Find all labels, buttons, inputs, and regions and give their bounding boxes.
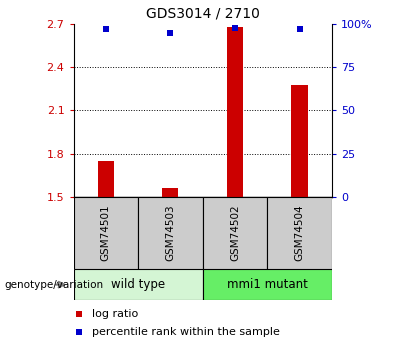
Bar — [162, 188, 178, 197]
Text: wild type: wild type — [111, 278, 165, 291]
Text: genotype/variation: genotype/variation — [4, 280, 103, 289]
Text: mmi1 mutant: mmi1 mutant — [227, 278, 308, 291]
Bar — [291, 85, 307, 197]
FancyBboxPatch shape — [74, 197, 138, 269]
FancyBboxPatch shape — [138, 197, 203, 269]
Text: GSM74501: GSM74501 — [101, 205, 111, 261]
Bar — [227, 27, 243, 197]
Text: GSM74504: GSM74504 — [294, 205, 304, 261]
FancyBboxPatch shape — [74, 269, 203, 300]
FancyBboxPatch shape — [267, 197, 332, 269]
Title: GDS3014 / 2710: GDS3014 / 2710 — [146, 6, 260, 20]
Text: GSM74503: GSM74503 — [165, 205, 176, 261]
Text: percentile rank within the sample: percentile rank within the sample — [92, 327, 279, 337]
FancyBboxPatch shape — [203, 197, 267, 269]
FancyBboxPatch shape — [203, 269, 332, 300]
Text: log ratio: log ratio — [92, 309, 138, 319]
Bar — [98, 161, 114, 197]
Text: GSM74502: GSM74502 — [230, 205, 240, 261]
